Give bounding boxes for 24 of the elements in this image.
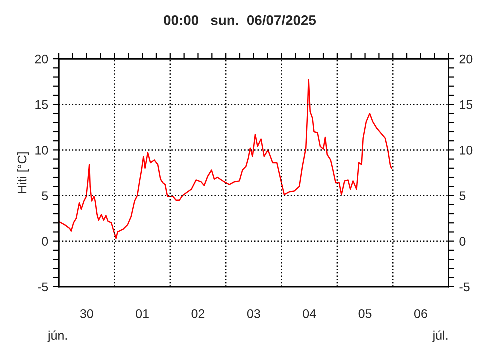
text: júl. [432, 330, 448, 342]
x-tick-label: 30 [80, 309, 94, 318]
chart-title: 00:00 sun. 06/07/2025 [164, 15, 316, 26]
y2-tick-label: 15 [460, 100, 473, 110]
x-tick-label: 06 [414, 309, 428, 318]
x-tick-label: 03 [247, 309, 260, 318]
y-axis-title: Hiti [°C] [18, 152, 30, 194]
y2-tick-label: -5 [460, 282, 470, 292]
y-tick-label: 0 [42, 237, 48, 246]
y2-tick-label: 5 [460, 192, 466, 200]
line-series [59, 79, 392, 240]
y2-tick-label: 20 [460, 54, 473, 64]
y2-tick-label: 0 [460, 237, 466, 246]
y-tick-label: 10 [36, 146, 48, 155]
y-tick-label: 5 [42, 192, 48, 200]
x-tick-label: 01 [136, 309, 149, 318]
y-tick-label: -5 [38, 282, 48, 292]
y-tick-label: 20 [35, 54, 48, 64]
text: jún. [48, 330, 68, 342]
x-tick-label: 04 [303, 309, 316, 318]
y2-tick-label: 10 [460, 146, 473, 155]
x-tick-label: 05 [358, 309, 372, 318]
y-tick-label: 15 [36, 100, 48, 110]
x-tick-label: 02 [192, 309, 205, 318]
